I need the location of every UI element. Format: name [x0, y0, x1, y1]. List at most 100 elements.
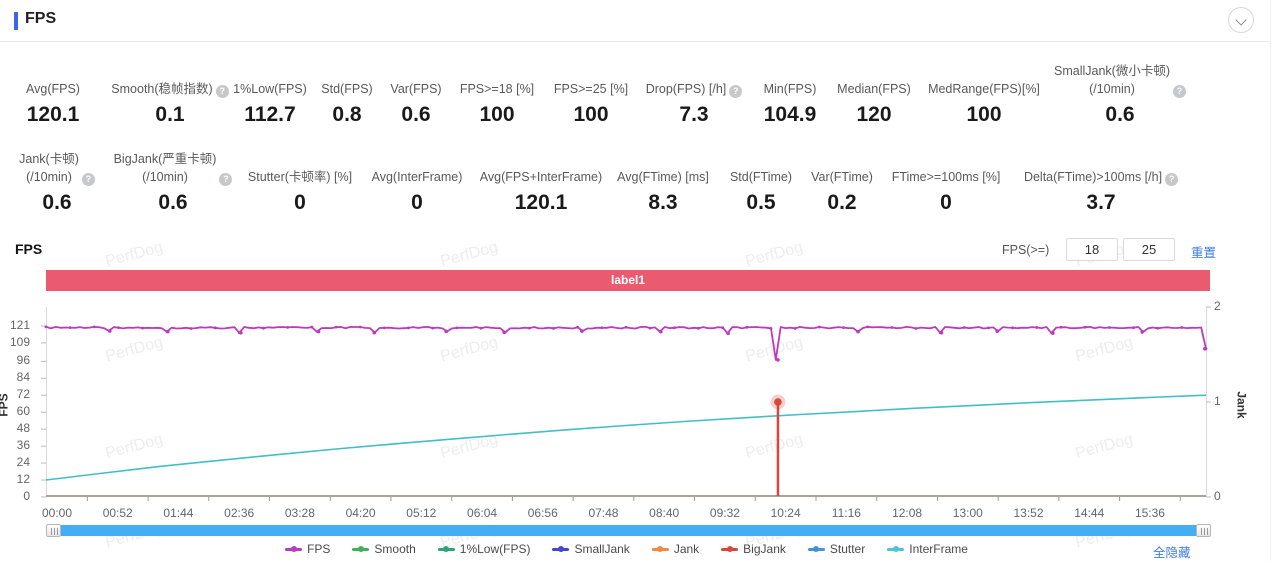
metric-label: Avg(InterFrame) — [371, 169, 463, 184]
metric-value: 8.3 — [648, 191, 678, 214]
metric-value: 0 — [294, 191, 306, 214]
fps-threshold-input-1[interactable] — [1066, 238, 1118, 261]
metric-label: Jank(卡顿) (/10min)? — [6, 150, 108, 186]
x-axis-tick-label: 00:52 — [102, 506, 133, 520]
metric-value: 104.9 — [763, 103, 817, 126]
x-axis-tick-label: 02:36 — [224, 506, 255, 520]
metric-value: 0 — [411, 191, 423, 214]
metric-cell: Jank(卡顿) (/10min)? 0.6 — [6, 150, 108, 215]
legend-label: SmallJank — [574, 542, 630, 556]
legend-label: Smooth — [374, 542, 416, 556]
y-axis-tick-label: 60 — [16, 404, 30, 419]
legend-item[interactable]: BigJank — [721, 542, 786, 556]
legend-swatch — [721, 546, 739, 552]
legend-label: Stutter — [829, 542, 866, 556]
x-axis-tick-label: 08:40 — [649, 506, 680, 520]
page-title: FPS — [25, 10, 57, 27]
metric-cell: Avg(FTime) [ms] 8.3 — [602, 150, 724, 215]
x-axis-tick-label: 00:00 — [41, 506, 73, 520]
metric-value: 0.6 — [42, 191, 72, 214]
grip-icon — [50, 528, 58, 535]
y-axis-tick-label: 121 — [9, 318, 30, 332]
metric-label: Stutter(卡顿率) [%] — [247, 169, 353, 184]
metric-label: Std(FPS) — [321, 81, 373, 96]
x-axis-tick-label: 10:24 — [770, 506, 801, 520]
metric-value: 3.7 — [1086, 191, 1116, 214]
y-axis-tick-label: 0 — [23, 489, 30, 503]
metric-cell: Avg(InterFrame) 0 — [351, 150, 483, 215]
metric-cell: Delta(FTime)>100ms [/h]? 3.7 — [1010, 150, 1192, 215]
scrollbar-left-handle[interactable] — [46, 524, 61, 537]
metric-label: FPS>=25 [%] — [553, 81, 629, 96]
legend-dot-icon — [726, 546, 733, 552]
metric-value: 120 — [856, 103, 892, 126]
fps-threshold-input-2[interactable] — [1123, 238, 1175, 261]
metric-label: Smooth(稳帧指数)? — [94, 62, 246, 98]
reset-link[interactable]: 重置 — [1191, 246, 1217, 260]
help-icon[interactable]: ? — [81, 173, 95, 186]
help-icon[interactable]: ? — [729, 85, 743, 98]
metric-label: SmallJank(微小卡顿) (/10min)? — [1039, 62, 1201, 98]
metric-cell: Avg(FPS) 120.1 — [7, 62, 99, 127]
y-axis-tick-label: 48 — [16, 421, 30, 436]
legend-swatch — [552, 546, 570, 552]
metric-cell: MedRange(FPS)[%] 100 — [918, 62, 1050, 127]
watermark-text: PerfDog — [438, 238, 500, 271]
collapse-panel-button[interactable] — [1228, 7, 1254, 33]
legend-item[interactable]: InterFrame — [887, 542, 968, 556]
legend-dot-icon — [892, 546, 899, 552]
chart-label-banner: label1 — [46, 270, 1210, 291]
fps-chart-plot[interactable] — [40, 305, 1216, 505]
legend-dot-icon — [557, 546, 564, 552]
legend-swatch — [807, 546, 825, 552]
chart-legend: FPS Smooth 1%Low(FPS) SmallJank Jank BigJank S… — [46, 540, 1207, 558]
watermark-text: PerfDog — [103, 238, 165, 271]
help-icon[interactable]: ? — [1165, 173, 1179, 186]
right-axis-title: Jank — [1234, 391, 1249, 419]
x-axis-tick-label: 11:16 — [831, 506, 861, 520]
metric-cell: Avg(FPS+InterFrame) 120.1 — [460, 150, 622, 215]
legend-label: 1%Low(FPS) — [459, 542, 531, 556]
chart-title: FPS — [15, 241, 43, 257]
help-icon[interactable]: ? — [219, 173, 233, 186]
y-axis-tick-label: 109 — [9, 334, 30, 349]
metric-label: Std(FTime) — [729, 169, 793, 184]
fps-threshold-label: FPS(>=) — [1002, 243, 1050, 257]
metric-cell: Min(FPS) 104.9 — [744, 62, 836, 127]
scrollbar-track[interactable] — [61, 525, 1196, 536]
help-icon[interactable]: ? — [215, 85, 229, 98]
hide-all-link[interactable]: 全隐藏 — [1153, 546, 1191, 560]
metric-cell: SmallJank(微小卡顿) (/10min)? 0.6 — [1039, 62, 1201, 127]
header-divider — [0, 41, 1270, 42]
metric-value: 100 — [479, 103, 515, 126]
help-icon[interactable]: ? — [1173, 85, 1186, 98]
grip-icon — [1200, 528, 1208, 535]
legend-item[interactable]: Stutter — [807, 542, 866, 556]
metric-label: MedRange(FPS)[%] — [928, 81, 1040, 96]
x-axis-tick-label: 12:08 — [892, 506, 923, 520]
legend-item[interactable]: Smooth — [352, 542, 416, 556]
chart-scrollbar — [46, 524, 1211, 537]
metric-cell: Stutter(卡顿率) [%] 0 — [224, 150, 376, 215]
metric-value: 120.1 — [26, 103, 80, 126]
metric-label: Avg(FTime) [ms] — [617, 169, 709, 184]
legend-item[interactable]: Jank — [651, 542, 699, 556]
legend-dot-icon — [443, 546, 450, 552]
metric-label: Delta(FTime)>100ms [/h]? — [1010, 150, 1192, 186]
y-axis-tick-label: 24 — [16, 455, 30, 470]
scrollbar-right-handle[interactable] — [1196, 524, 1211, 537]
y-axis-tick-label: 12 — [16, 472, 30, 487]
x-axis-tick-label: 15:36 — [1134, 506, 1165, 520]
legend-item[interactable]: FPS — [285, 542, 330, 556]
x-axis-tick-label: 14:44 — [1074, 506, 1105, 520]
metric-label: FTime>=100ms [%] — [891, 169, 1001, 184]
x-axis-tick-label: 09:32 — [709, 506, 740, 520]
legend-item[interactable]: SmallJank — [552, 542, 630, 556]
x-axis-tick-label: 07:48 — [588, 506, 619, 520]
metric-cell: Median(FPS) 120 — [826, 62, 922, 127]
metric-cell: 1%Low(FPS) 112.7 — [214, 62, 326, 127]
legend-item[interactable]: 1%Low(FPS) — [437, 542, 531, 556]
right-axis-tick-label: 2 — [1214, 299, 1221, 313]
metric-cell: FPS>=25 [%] 100 — [540, 62, 642, 127]
metric-value: 7.3 — [679, 103, 709, 126]
